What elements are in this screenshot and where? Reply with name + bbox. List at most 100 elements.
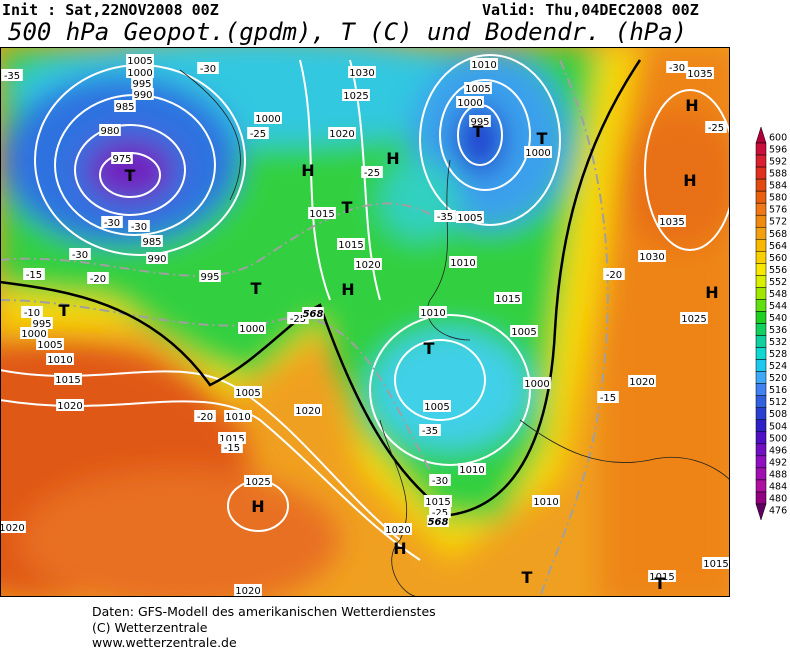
label-box (101, 216, 123, 228)
isobar-label: 1020 (57, 401, 82, 412)
thickness-552-line (0, 59, 642, 517)
label-box (524, 146, 552, 158)
isotherm-label: -35 (422, 426, 438, 437)
colorbar-cell (755, 335, 767, 348)
isobar-label: 1015 (219, 434, 244, 445)
colorbar-cell (755, 287, 767, 300)
isotherm-label: -30 (669, 63, 685, 74)
colorbar-tick-label: 536 (769, 325, 787, 336)
colorbar-tick-label: 520 (769, 373, 787, 384)
isobar-label: 975 (112, 154, 131, 165)
low-pressure-label: T (59, 301, 70, 320)
label-box (146, 252, 168, 264)
label-box (419, 306, 447, 318)
label-box (532, 495, 560, 507)
colorbar-tick-label: 480 (769, 493, 787, 504)
colorbar-cell (755, 491, 767, 505)
isobar-label: 1015 (425, 497, 450, 508)
colorbar-cell (755, 263, 767, 276)
label-box (234, 386, 262, 398)
isobar-label: 1010 (47, 355, 72, 366)
label-box (1, 69, 23, 81)
isotherm-label: -15 (224, 443, 240, 454)
low-pressure-label: T (125, 166, 136, 185)
colorbar-cell (755, 166, 767, 180)
isobar-label: 985 (115, 102, 134, 113)
colorbar-tick-label: 548 (769, 289, 787, 300)
footer-line: www.wetterzentrale.de (92, 635, 237, 648)
label-box (648, 570, 676, 582)
isotherm-label: -25 (364, 168, 380, 179)
isobar-label: 1035 (687, 69, 712, 80)
colorbar-tick-label: 544 (769, 301, 787, 312)
label-box (20, 327, 48, 339)
colorbar-tick-label: 584 (769, 181, 787, 192)
label-box (429, 474, 451, 486)
colorbar-cell (755, 190, 767, 204)
colorbar-tick-label: 576 (769, 205, 787, 216)
label-box (197, 62, 219, 74)
label-box (128, 220, 150, 232)
label-box (658, 215, 686, 227)
high-pressure-label: H (393, 539, 406, 558)
colorbar-cell (755, 178, 767, 192)
label-box (464, 82, 492, 94)
isobar-label: 1030 (639, 252, 664, 263)
label-box (686, 67, 714, 79)
isotherm-label: -25 (290, 314, 306, 325)
label-box (302, 307, 324, 319)
label-box (702, 557, 730, 569)
isobar-label: 995 (200, 272, 219, 283)
isotherm-label: -20 (90, 274, 106, 285)
label-box (54, 373, 82, 385)
colorbar-cell (755, 383, 767, 396)
isobar-label: 1005 (511, 327, 536, 338)
isobar-label: 1025 (343, 91, 368, 102)
high-pressure-label: H (705, 283, 718, 302)
colorbar-tick-label: 600 (769, 133, 787, 144)
label-box (234, 584, 262, 596)
isotherm-label: -25 (250, 129, 266, 140)
isobar-label: 995 (32, 319, 51, 330)
isobar-label: 995 (470, 117, 489, 128)
isotherm-label: -20 (606, 270, 622, 281)
isobar-label: 1015 (703, 559, 728, 570)
high-pressure-label: H (341, 280, 354, 299)
isobar-label: 990 (147, 254, 166, 265)
map-title: 500 hPa Geopot.(gpdm), T (C) und Bodendr… (8, 18, 687, 46)
label-box (705, 121, 727, 133)
high-pressure-label: H (386, 149, 399, 168)
low-pressure-label: T (342, 198, 353, 217)
isotherm-label: -25 (432, 508, 448, 519)
colorbar-cell (755, 214, 767, 228)
isotherm-label: -30 (72, 250, 88, 261)
colorbar-cell (755, 323, 767, 336)
colorbar-cell (755, 407, 767, 421)
colorbar-tick-label: 504 (769, 421, 787, 432)
label-box (23, 268, 45, 280)
colorbar-cell (755, 126, 767, 144)
isobar-label: 1015 (338, 240, 363, 251)
isotherm-label: -10 (24, 308, 40, 319)
colorbar-cell (755, 479, 767, 493)
isobar-label: 1010 (225, 412, 250, 423)
colorbar-cell (755, 154, 767, 168)
label-box (111, 152, 133, 164)
isobar-label: 1000 (127, 68, 152, 79)
label-box (348, 66, 376, 78)
label-box (354, 258, 382, 270)
label-box (666, 61, 688, 73)
label-box (456, 211, 484, 223)
colorbar-tick-label: 580 (769, 193, 787, 204)
label-box (470, 58, 498, 70)
label-box (427, 515, 449, 527)
isobar-label: 1000 (457, 98, 482, 109)
colorbar-tick-label: 588 (769, 169, 787, 180)
label-box (199, 270, 221, 282)
label-box (99, 124, 121, 136)
isobar-label: 980 (100, 126, 119, 137)
low-pressure-label: T (655, 574, 666, 593)
colorbar-cell (755, 299, 767, 312)
low-pressure-label: T (473, 122, 484, 141)
